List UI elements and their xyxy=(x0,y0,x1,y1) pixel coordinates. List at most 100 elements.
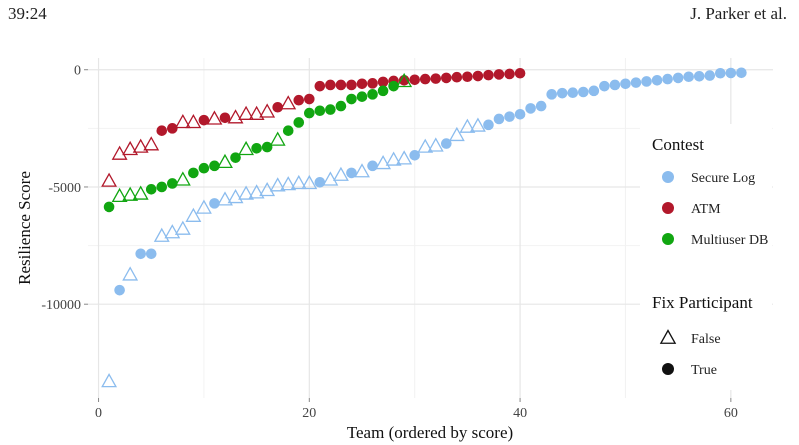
data-point-circle xyxy=(219,112,231,124)
data-point-circle xyxy=(451,71,463,83)
data-point-circle xyxy=(672,72,684,84)
data-point-triangle xyxy=(185,113,202,129)
data-point-circle xyxy=(304,93,315,105)
data-point-triangle xyxy=(122,140,139,156)
y-tick-label: -10000 xyxy=(41,298,81,313)
x-axis-label: Team (ordered by score) xyxy=(347,423,513,442)
legend-color-title: Contest xyxy=(652,135,704,154)
data-point-circle xyxy=(620,78,631,90)
y-tick-label: -5000 xyxy=(48,181,81,196)
data-point-circle xyxy=(430,73,442,84)
data-point-circle xyxy=(230,152,241,163)
data-point-circle xyxy=(293,94,305,106)
data-point-triangle xyxy=(322,171,339,186)
data-point-circle xyxy=(483,69,494,81)
data-point-circle xyxy=(377,85,389,97)
data-point-circle xyxy=(441,138,452,149)
data-point-circle xyxy=(145,184,157,195)
data-point-circle xyxy=(493,113,505,125)
data-point-triangle xyxy=(111,187,128,203)
data-point-triangle xyxy=(332,166,349,181)
data-point-circle xyxy=(209,198,220,209)
data-point-circle xyxy=(493,69,505,80)
data-point-triangle xyxy=(396,72,413,88)
data-point-circle xyxy=(314,105,326,117)
data-point-triangle xyxy=(417,138,434,153)
legend-shape-items: False True xyxy=(659,329,721,378)
data-point-circle xyxy=(356,78,368,90)
x-tick-label: 60 xyxy=(724,406,738,421)
data-point-circle xyxy=(304,107,315,119)
data-point-circle xyxy=(641,76,652,87)
data-point-triangle xyxy=(459,118,476,133)
x-tick-label: 20 xyxy=(302,406,316,421)
data-point-circle xyxy=(556,87,568,99)
data-point-circle xyxy=(261,141,273,153)
data-point-circle xyxy=(567,87,579,99)
data-point-circle xyxy=(715,67,726,79)
data-point-circle xyxy=(209,160,220,172)
data-point-triangle xyxy=(101,373,118,388)
legend-color-items: Secure Log ATM Multiuser DB xyxy=(662,171,768,248)
data-point-circle xyxy=(578,86,589,98)
x-tick-label: 0 xyxy=(95,406,102,421)
legend-series-label: Multiuser DB xyxy=(691,233,768,248)
data-point-circle xyxy=(167,123,178,134)
data-point-circle xyxy=(398,74,410,86)
data-point-circle xyxy=(736,67,747,79)
data-point-triangle xyxy=(301,174,318,190)
data-point-triangle xyxy=(448,126,465,142)
legend: Contest Secure Log ATM Multiuser DB Fix Pa… xyxy=(640,124,772,390)
data-point-circle xyxy=(535,100,547,112)
data-point-triangle xyxy=(206,110,223,125)
legend-series-label: Secure Log xyxy=(691,171,755,186)
data-point-triangle xyxy=(259,103,276,118)
data-point-circle xyxy=(346,79,357,91)
data-point-circle xyxy=(367,78,378,89)
legend-box xyxy=(640,124,772,390)
data-point-triangle xyxy=(143,136,160,151)
data-point-circle xyxy=(167,178,178,189)
data-point-triangle xyxy=(259,181,276,197)
data-point-triangle xyxy=(185,207,202,222)
data-point-triangle xyxy=(217,153,233,169)
data-point-circle xyxy=(546,89,557,100)
data-point-circle xyxy=(388,80,399,92)
data-point-triangle xyxy=(174,113,191,129)
data-point-triangle xyxy=(217,191,233,206)
data-point-circle xyxy=(335,79,347,91)
data-point-circle xyxy=(356,91,368,102)
data-point-triangle xyxy=(269,177,286,192)
data-point-triangle xyxy=(174,171,191,186)
data-point-circle xyxy=(135,248,146,260)
data-point-triangle xyxy=(174,220,191,235)
data-point-triangle xyxy=(385,151,402,166)
legend-circle-icon xyxy=(662,363,674,375)
data-point-triangle xyxy=(164,224,181,239)
data-point-circle xyxy=(504,68,515,80)
data-point-triangle xyxy=(227,188,244,204)
data-point-circle xyxy=(251,142,262,154)
data-point-triangle xyxy=(132,138,149,153)
data-point-triangle xyxy=(427,137,444,152)
data-point-triangle xyxy=(111,145,128,160)
data-point-circle xyxy=(514,67,526,79)
data-point-circle xyxy=(325,79,336,91)
legend-swatch-circle xyxy=(662,171,674,183)
data-point-circle xyxy=(103,201,115,213)
data-point-triangle xyxy=(238,185,255,200)
data-point-circle xyxy=(693,70,705,82)
data-point-circle xyxy=(325,104,336,115)
data-point-circle xyxy=(367,160,378,172)
data-point-circle xyxy=(609,79,621,91)
data-point-triangle xyxy=(132,185,149,200)
data-point-triangle xyxy=(122,266,139,281)
data-point-circle xyxy=(272,101,283,113)
data-point-circle xyxy=(156,181,168,193)
data-point-circle xyxy=(472,70,484,82)
legend-shape-label: False xyxy=(691,332,721,347)
data-point-circle xyxy=(188,167,199,179)
data-point-circle xyxy=(504,111,515,122)
data-point-circle xyxy=(704,70,716,81)
